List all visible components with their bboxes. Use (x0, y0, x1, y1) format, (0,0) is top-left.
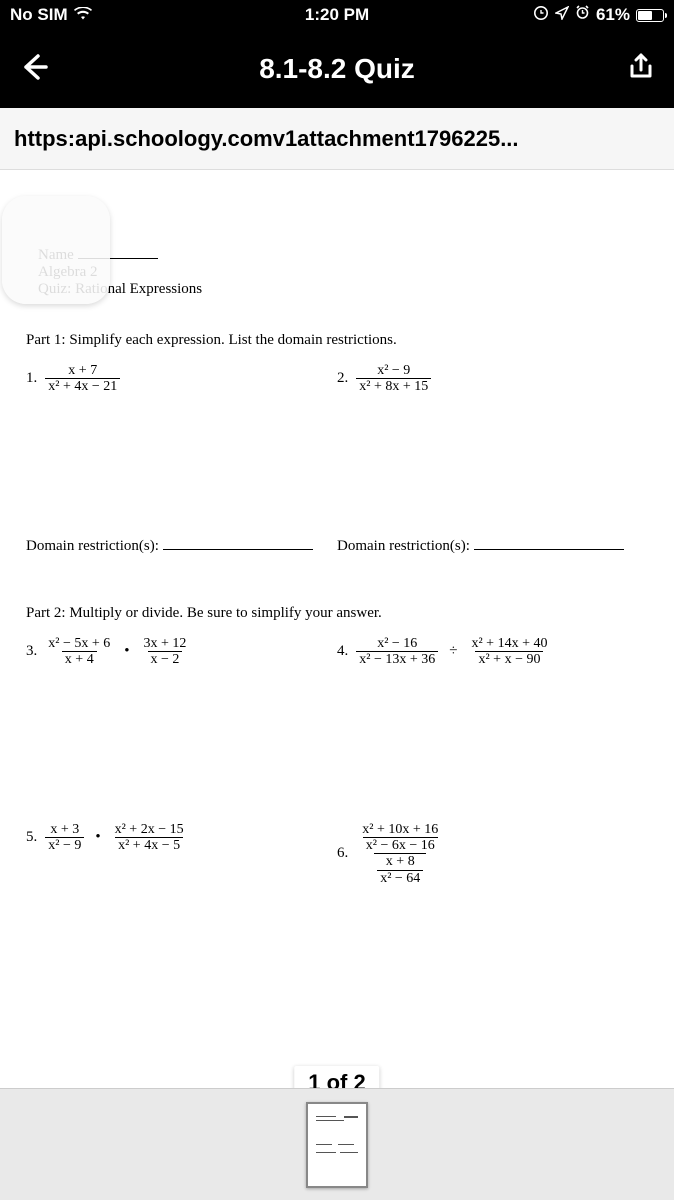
fraction: x² − 16 x² − 13x + 36 (356, 636, 438, 668)
problem-number: 5. (26, 829, 37, 846)
status-left: No SIM (10, 5, 92, 25)
problem-1: 1. x + 7 x² + 4x − 21 (26, 363, 337, 395)
fraction: 3x + 12 x − 2 (141, 636, 190, 668)
problem-number: 4. (337, 643, 348, 660)
url-bar[interactable]: https:api.schoology.comv1attachment17962… (0, 108, 674, 170)
alarm-icon (575, 5, 590, 25)
domain-restriction-1: Domain restriction(s): (26, 535, 337, 555)
problem-number: 3. (26, 643, 37, 660)
status-time: 1:20 PM (305, 5, 369, 25)
problem-5: 5. x + 3 x² − 9 • x² + 2x − 15 x² + 4x −… (26, 822, 337, 854)
fraction: x² + 14x + 40 x² + x − 90 (468, 636, 550, 668)
part1-problems: 1. x + 7 x² + 4x − 21 Domain restriction… (26, 363, 648, 595)
problem-4: 4. x² − 16 x² − 13x + 36 ÷ x² + 14x + 40… (337, 636, 648, 668)
part2-row1: 3. x² − 5x + 6 x + 4 • 3x + 12 x − 2 4. (26, 636, 648, 672)
problem-number: 1. (26, 370, 37, 387)
carrier-text: No SIM (10, 5, 68, 25)
back-button[interactable] (18, 52, 48, 87)
operator: • (124, 643, 129, 660)
operator: ÷ (449, 643, 457, 660)
problem-2: 2. x² − 9 x² + 8x + 15 (337, 363, 648, 395)
problem-number: 2. (337, 370, 348, 387)
fraction: x + 3 x² − 9 (45, 822, 84, 854)
part1-heading: Part 1: Simplify each expression. List t… (26, 332, 648, 349)
battery-icon (636, 9, 664, 22)
thumbnail-bar (0, 1088, 674, 1200)
document-area[interactable]: Name Algebra 2 Quiz: Rational Expression… (0, 170, 674, 1090)
fraction: x² − 5x + 6 x + 4 (45, 636, 113, 668)
domain-restriction-2: Domain restriction(s): (337, 535, 648, 555)
status-bar: No SIM 1:20 PM 61% (0, 0, 674, 30)
page-thumbnail[interactable] (306, 1102, 368, 1188)
complex-fraction: x² + 10x + 16 x² − 6x − 16 x + 8 x² − 64 (356, 822, 444, 887)
magnifier-overlay (2, 196, 110, 304)
page-title: 8.1-8.2 Quiz (259, 53, 415, 85)
fraction: x² + 2x − 15 x² + 4x − 5 (112, 822, 187, 854)
operator: • (95, 829, 100, 846)
wifi-icon (74, 5, 92, 25)
fraction: x + 7 x² + 4x − 21 (45, 363, 120, 395)
course-label: Algebra 2 (38, 264, 648, 281)
quiz-title: Quiz: Rational Expressions (38, 281, 648, 298)
part2-heading: Part 2: Multiply or divide. Be sure to s… (26, 605, 648, 622)
url-text: https:api.schoology.comv1attachment17962… (14, 126, 519, 152)
worksheet-header: Name Algebra 2 Quiz: Rational Expression… (26, 244, 648, 298)
part2-row2: 5. x + 3 x² − 9 • x² + 2x − 15 x² + 4x −… (26, 822, 648, 891)
fraction: x² − 9 x² + 8x + 15 (356, 363, 431, 395)
status-right: 61% (533, 5, 664, 26)
share-button[interactable] (626, 52, 656, 87)
location-icon (555, 5, 569, 25)
battery-pct: 61% (596, 5, 630, 25)
problem-3: 3. x² − 5x + 6 x + 4 • 3x + 12 x − 2 (26, 636, 337, 668)
rotation-lock-icon (533, 5, 549, 26)
problem-number: 6. (337, 845, 348, 862)
nav-bar: 8.1-8.2 Quiz (0, 30, 674, 108)
problem-6: 6. x² + 10x + 16 x² − 6x − 16 x + 8 x² − (337, 822, 648, 887)
